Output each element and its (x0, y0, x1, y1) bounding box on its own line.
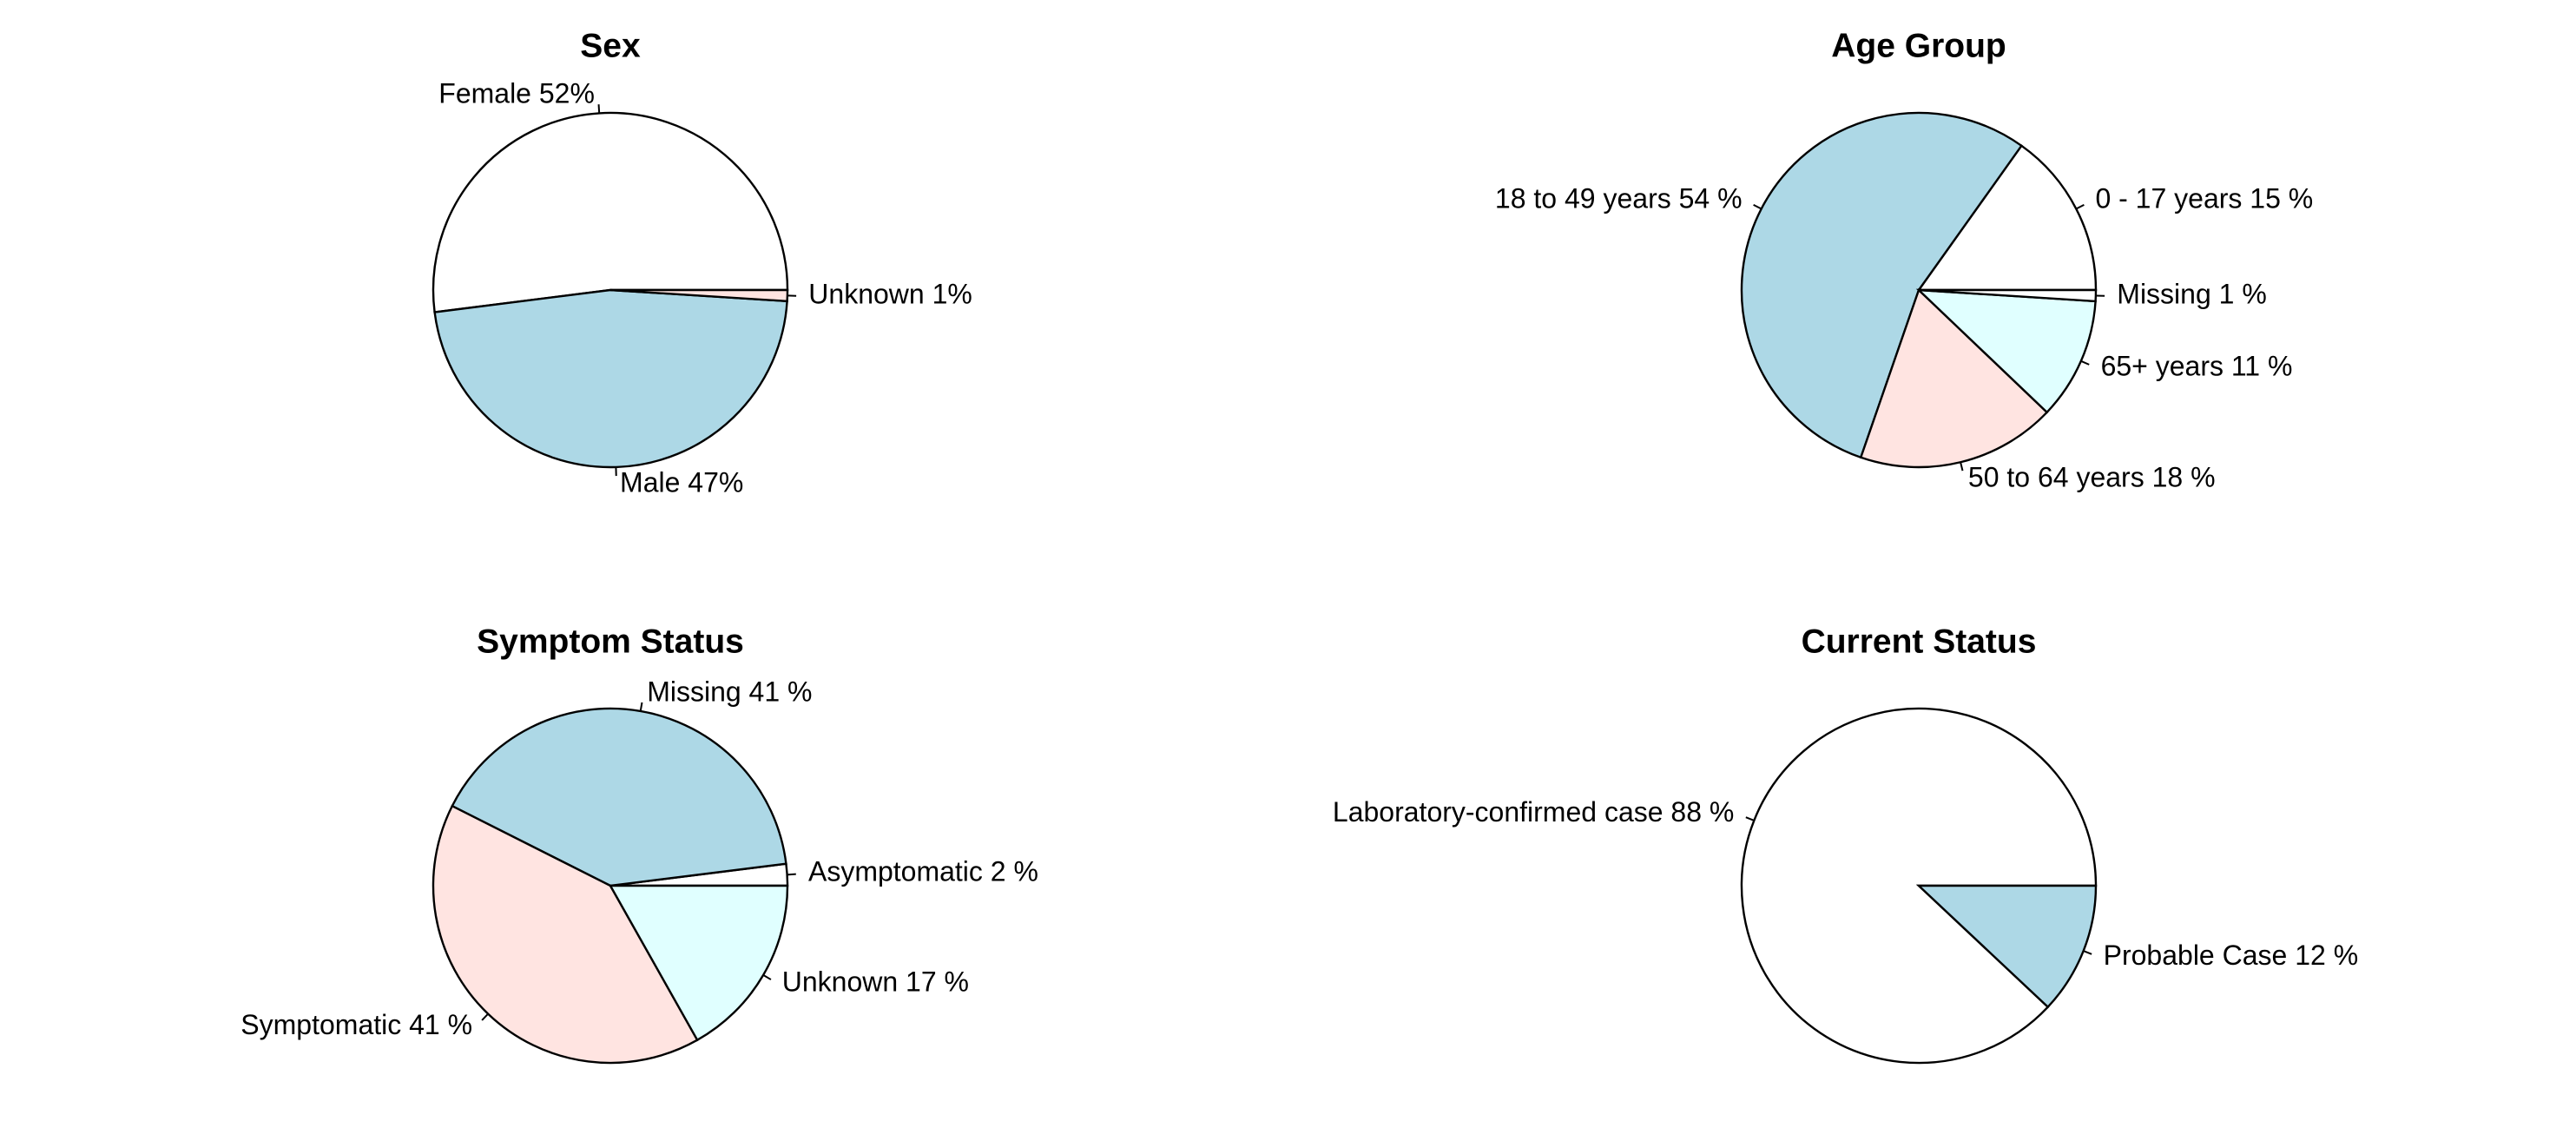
slice-label: Male 47% (620, 467, 743, 498)
pie-title: Age Group (1831, 27, 2006, 64)
slice-label: Unknown 17 % (782, 966, 969, 998)
slice-label: Unknown 1% (808, 279, 972, 310)
slice-label-tick (481, 1012, 489, 1021)
slice-label: Missing 1 % (2117, 279, 2267, 310)
pie-slice-female-52 (432, 111, 789, 313)
pie-panel-sex: Sex Female 52% Male 47% Unknown 1% (432, 27, 972, 498)
slice-label: Missing 41 % (647, 676, 812, 707)
slice-label: 50 to 64 years 18 % (1968, 462, 2216, 493)
slice-label-tick (1960, 462, 1964, 472)
slice-label-tick (639, 702, 643, 712)
slice-label: 65+ years 11 % (2101, 350, 2293, 381)
pie-title: Symptom Status (477, 623, 744, 660)
slice-label-tick (2075, 203, 2085, 210)
slice-label-tick (597, 104, 601, 114)
slice-label: 0 - 17 years 15 % (2095, 183, 2313, 214)
pie-slice-missing-1 (1918, 288, 2098, 303)
slice-label: Laboratory-confirmed case 88 % (1333, 796, 1734, 828)
pie-title: Current Status (1802, 623, 2037, 660)
pie-slice-probable-case-12 (1915, 884, 2098, 1009)
slice-label: Symptomatic 41 % (240, 1009, 472, 1040)
slice-label-tick (1753, 203, 1762, 210)
pie-slice-65-years-11 (1915, 288, 2097, 414)
pie-slice-0-17-years-15 (1916, 144, 2098, 292)
pie-panel-age-group: Age Group 0 - 17 years 15 % 18 to 49 years… (1495, 27, 2313, 492)
pie-panel-current-status: Current Status Laboratory-confirmed case … (1333, 623, 2359, 1065)
slice-label: Asymptomatic 2 % (808, 856, 1038, 887)
slice-label-tick (1745, 816, 1755, 821)
slice-label: Probable Case 12 % (2104, 940, 2359, 971)
pie-slice-unknown-17 (608, 884, 789, 1042)
slice-label-tick (2083, 950, 2092, 955)
pie-slice-18-to-49-years-54 (1740, 111, 2024, 459)
pie-title: Sex (580, 27, 641, 64)
pie-slice-symptomatic-41 (432, 804, 699, 1065)
slice-label: Female 52% (438, 77, 595, 109)
pie-slice-male-47 (433, 288, 788, 469)
slice-label: 18 to 49 years 54 % (1495, 183, 1743, 214)
slice-label-tick (2080, 359, 2090, 366)
slice-label-tick (787, 873, 796, 876)
slice-label-tick (762, 974, 772, 980)
pie-panel-symptom-status: Symptom Status Asymptomatic 2 % Missing 41… (240, 623, 1038, 1065)
